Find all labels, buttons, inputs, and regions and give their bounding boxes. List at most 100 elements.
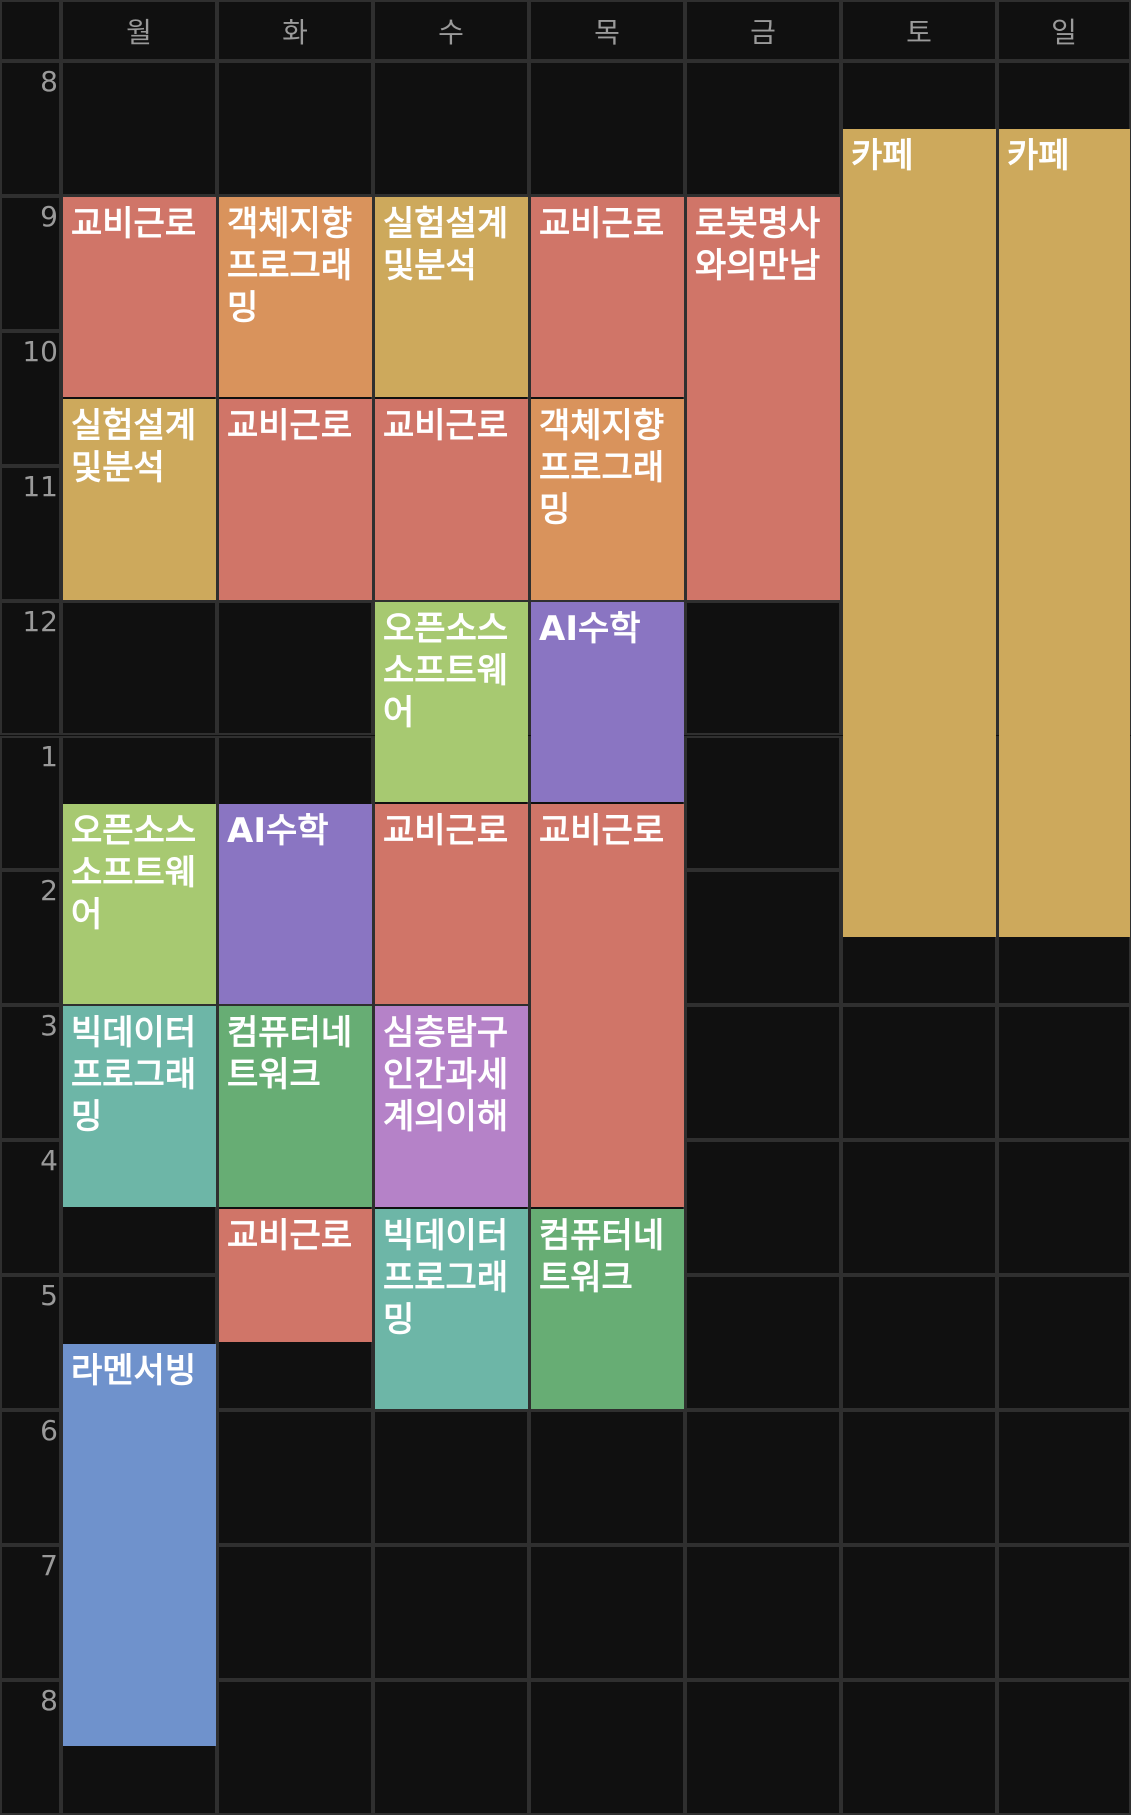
day-header-label: 금 — [750, 15, 776, 49]
time-slot[interactable] — [373, 1410, 529, 1545]
event-title: 교비근로 — [539, 810, 665, 851]
hour-cell — [0, 195, 61, 331]
time-slot[interactable] — [217, 600, 373, 736]
event-block[interactable]: 컴퓨터네트워크 — [531, 1208, 684, 1409]
time-slot[interactable] — [529, 61, 685, 196]
event-block[interactable]: 로봇명사와의만남 — [687, 196, 840, 600]
time-slot[interactable] — [61, 61, 217, 196]
event-block[interactable]: 객체지향프로그래밍 — [531, 399, 684, 600]
hour-cell — [0, 1410, 61, 1545]
event-block[interactable]: 빅데이터프로그래밍 — [63, 1006, 216, 1207]
event-block[interactable]: AI수학 — [531, 601, 684, 802]
time-slot[interactable] — [529, 1410, 685, 1545]
time-slot[interactable] — [529, 1679, 685, 1815]
event-title: 교비근로 — [71, 203, 197, 244]
time-slot[interactable] — [685, 61, 841, 196]
event-title: 실험설계및분석 — [383, 203, 509, 286]
day-header-label: 월 — [126, 15, 152, 49]
event-block[interactable]: 컴퓨터네트워크 — [219, 1006, 372, 1207]
time-slot[interactable] — [373, 1544, 529, 1680]
time-slot[interactable] — [997, 1275, 1131, 1410]
hour-label: 7 — [40, 1548, 58, 1582]
hour-label: 5 — [40, 1279, 58, 1313]
event-block[interactable]: 교비근로 — [531, 196, 684, 398]
time-slot[interactable] — [841, 1410, 997, 1545]
time-slot[interactable] — [685, 1679, 841, 1815]
event-block[interactable]: 오픈소스소프트웨어 — [375, 601, 528, 802]
time-slot[interactable] — [217, 61, 373, 196]
event-block[interactable]: 라멘서빙 — [63, 1343, 216, 1747]
time-slot[interactable] — [685, 600, 841, 736]
hour-cell — [0, 1544, 61, 1680]
time-slot[interactable] — [841, 1275, 997, 1410]
time-slot[interactable] — [685, 1005, 841, 1141]
event-block[interactable]: 교비근로 — [219, 399, 372, 600]
event-title: 오픈소스소프트웨어 — [383, 608, 509, 733]
event-title: AI수학 — [227, 810, 329, 851]
event-block[interactable]: 실험설계및분석 — [63, 399, 216, 600]
hour-label: 3 — [40, 1009, 58, 1043]
event-title: 컴퓨터네트워크 — [227, 1013, 353, 1096]
hour-cell — [0, 61, 61, 196]
day-header-label: 일 — [1051, 15, 1077, 49]
event-block[interactable]: 교비근로 — [375, 399, 528, 600]
time-slot[interactable] — [997, 1005, 1131, 1141]
time-slot[interactable] — [529, 1544, 685, 1680]
header-corner — [0, 0, 61, 61]
event-block[interactable]: 실험설계및분석 — [375, 196, 528, 398]
day-header-label: 화 — [282, 15, 308, 49]
event-title: 오픈소스소프트웨어 — [71, 810, 197, 935]
time-slot[interactable] — [997, 1679, 1131, 1815]
event-block[interactable]: 오픈소스소프트웨어 — [63, 803, 216, 1005]
time-slot[interactable] — [841, 1140, 997, 1276]
time-slot[interactable] — [217, 1544, 373, 1680]
event-block[interactable]: 객체지향프로그래밍 — [219, 196, 372, 398]
event-block[interactable]: 교비근로 — [531, 803, 684, 1207]
event-block[interactable]: 교비근로 — [375, 803, 528, 1005]
event-block[interactable]: 카페 — [843, 129, 996, 937]
time-slot[interactable] — [841, 1679, 997, 1815]
time-slot[interactable] — [997, 1140, 1131, 1276]
event-title: 로봇명사와의만남 — [695, 203, 821, 286]
event-title: 카페 — [851, 136, 914, 177]
hour-label: 1 — [40, 739, 58, 773]
event-title: 객체지향프로그래밍 — [227, 203, 353, 328]
hour-cell — [0, 870, 61, 1006]
event-title: AI수학 — [539, 608, 641, 649]
hour-cell — [0, 1140, 61, 1276]
time-slot[interactable] — [841, 1544, 997, 1680]
time-slot[interactable] — [685, 1544, 841, 1680]
event-block[interactable]: 카페 — [999, 129, 1130, 937]
event-block[interactable]: 교비근로 — [63, 196, 216, 398]
day-header-cell — [685, 0, 841, 61]
hour-cell — [0, 465, 61, 601]
time-slot[interactable] — [217, 1679, 373, 1815]
time-slot[interactable] — [997, 1410, 1131, 1545]
event-title: 교비근로 — [539, 203, 665, 244]
time-slot[interactable] — [61, 600, 217, 736]
event-title: 객체지향프로그래밍 — [539, 406, 665, 531]
event-title: 교비근로 — [227, 1215, 353, 1256]
time-slot[interactable] — [997, 1544, 1131, 1680]
time-slot[interactable] — [373, 1679, 529, 1815]
hour-label: 12 — [22, 604, 58, 638]
time-slot[interactable] — [685, 1275, 841, 1410]
event-title: 카페 — [1007, 136, 1070, 177]
time-slot[interactable] — [841, 1005, 997, 1141]
event-block[interactable]: AI수학 — [219, 803, 372, 1005]
day-header-cell — [841, 0, 997, 61]
hour-cell — [0, 1275, 61, 1410]
day-header-cell — [373, 0, 529, 61]
day-header-cell — [217, 0, 373, 61]
time-slot[interactable] — [217, 1410, 373, 1545]
time-slot[interactable] — [685, 1410, 841, 1545]
time-slot[interactable] — [685, 735, 841, 871]
hour-label: 8 — [40, 1683, 58, 1717]
time-slot[interactable] — [685, 1140, 841, 1276]
time-slot[interactable] — [373, 61, 529, 196]
time-slot[interactable] — [685, 870, 841, 1006]
event-block[interactable]: 빅데이터프로그래밍 — [375, 1208, 528, 1409]
event-block[interactable]: 심층탐구인간과세계의이해 — [375, 1006, 528, 1207]
event-block[interactable]: 교비근로 — [219, 1208, 372, 1342]
